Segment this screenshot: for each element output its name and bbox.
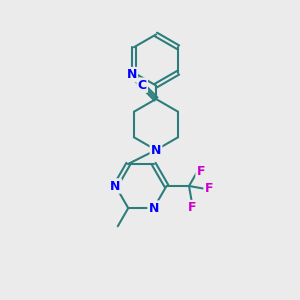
- Text: F: F: [205, 182, 213, 195]
- Text: F: F: [196, 165, 205, 178]
- Text: N: N: [148, 202, 159, 214]
- Text: N: N: [126, 68, 137, 81]
- Text: N: N: [110, 179, 121, 193]
- Text: N: N: [151, 143, 161, 157]
- Text: F: F: [188, 201, 196, 214]
- Text: C: C: [138, 79, 147, 92]
